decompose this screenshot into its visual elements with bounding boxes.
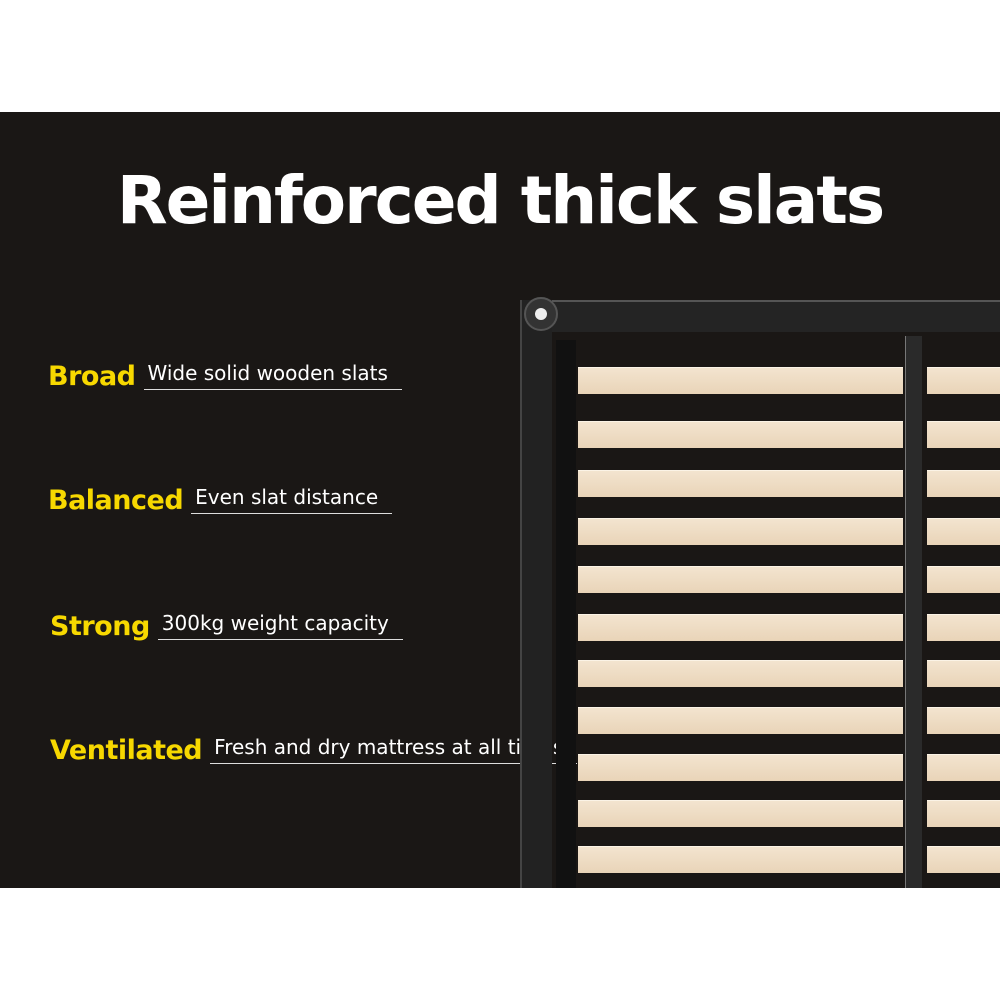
wooden-slat <box>927 367 1000 394</box>
wooden-slat <box>578 367 903 394</box>
feature-label: Balanced <box>48 485 184 516</box>
wooden-slat <box>927 566 1000 593</box>
feature-label: Strong <box>50 611 150 642</box>
frame-inner-rail <box>556 340 576 888</box>
feature-description: Even slat distance <box>191 485 393 514</box>
wooden-slat <box>578 566 903 593</box>
wooden-slat <box>578 707 903 734</box>
wooden-slat <box>927 421 1000 448</box>
headline: Reinforced thick slats <box>116 162 885 239</box>
wooden-slat <box>927 800 1000 827</box>
feature-description: Fresh and dry mattress at all times <box>210 735 578 764</box>
wooden-slat <box>578 800 903 827</box>
wooden-slat <box>927 518 1000 545</box>
feature-strong: Strong 300kg weight capacity <box>50 611 403 642</box>
feature-description: Wide solid wooden slats <box>143 361 402 390</box>
feature-broad: Broad Wide solid wooden slats <box>48 361 402 392</box>
wooden-slat <box>578 660 903 687</box>
wooden-slat <box>927 707 1000 734</box>
feature-label: Broad <box>48 361 136 392</box>
wooden-slat <box>927 754 1000 781</box>
frame-left-post <box>520 300 552 888</box>
wooden-slat <box>578 470 903 497</box>
feature-label: Ventilated <box>50 735 203 766</box>
wooden-slat <box>578 614 903 641</box>
frame-top-rail <box>520 300 1000 332</box>
wooden-slat <box>927 660 1000 687</box>
wooden-slat <box>927 470 1000 497</box>
frame-center-support <box>905 336 922 888</box>
wooden-slat <box>578 846 903 873</box>
wooden-slat <box>927 846 1000 873</box>
wooden-slat <box>578 754 903 781</box>
feature-balanced: Balanced Even slat distance <box>48 485 393 516</box>
corner-bolt-icon <box>524 297 558 331</box>
feature-ventilated: Ventilated Fresh and dry mattress at all… <box>50 735 578 766</box>
wooden-slat <box>578 518 903 545</box>
feature-description: 300kg weight capacity <box>157 611 403 640</box>
wooden-slat <box>578 421 903 448</box>
wooden-slat <box>927 614 1000 641</box>
